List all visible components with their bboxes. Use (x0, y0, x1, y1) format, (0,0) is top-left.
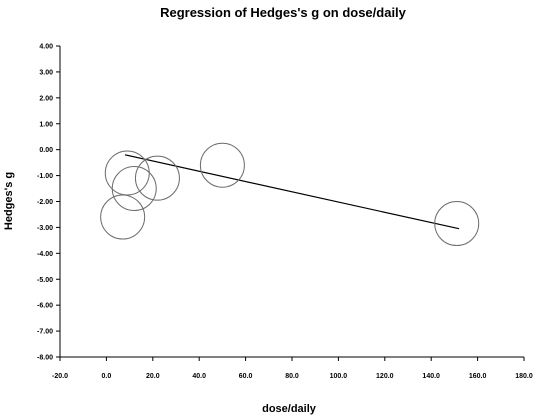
x-tick-label: -20.0 (52, 373, 68, 380)
x-tick-label: 80.0 (285, 373, 299, 380)
y-tick-label: -2.00 (37, 199, 53, 206)
x-tick-label: 40.0 (192, 373, 206, 380)
x-tick-label: 140.0 (422, 373, 440, 380)
data-point (100, 194, 146, 240)
y-tick-label: -1.00 (37, 173, 53, 180)
y-tick-label: 3.00 (39, 69, 53, 76)
y-tick-label: -6.00 (37, 303, 53, 310)
x-tick-label: 120.0 (376, 373, 394, 380)
y-tick-label: -4.00 (37, 251, 53, 258)
y-tick-label: -8.00 (37, 355, 53, 362)
regression-line (124, 154, 460, 230)
y-tick-label: -3.00 (37, 225, 53, 232)
data-point (134, 155, 180, 201)
y-tick-label: 4.00 (39, 44, 53, 51)
y-tick-label: 0.00 (39, 147, 53, 154)
x-axis-label: dose/daily (262, 403, 317, 415)
x-tick-label: 100.0 (330, 373, 348, 380)
y-axis-label: Hedges's g (3, 172, 15, 230)
chart-title: Regression of Hedges's g on dose/daily (160, 5, 407, 20)
data-point (434, 201, 480, 247)
y-tick-label: 1.00 (39, 121, 53, 128)
x-tick-label: 180.0 (515, 373, 533, 380)
y-tick-label: -7.00 (37, 329, 53, 336)
y-tick-label: -5.00 (37, 277, 53, 284)
x-tick-label: 0.0 (102, 373, 112, 380)
x-tick-label: 20.0 (146, 373, 160, 380)
data-point (199, 142, 245, 188)
x-tick-label: 160.0 (469, 373, 487, 380)
x-tick-label: 60.0 (239, 373, 253, 380)
plot-area: 4.00 3.00 2.00 1.00 0.00 -1.00 -2.00 -3.00 -4.00… (37, 44, 533, 381)
data-point (111, 166, 157, 212)
y-tick-label: 2.00 (39, 95, 53, 102)
